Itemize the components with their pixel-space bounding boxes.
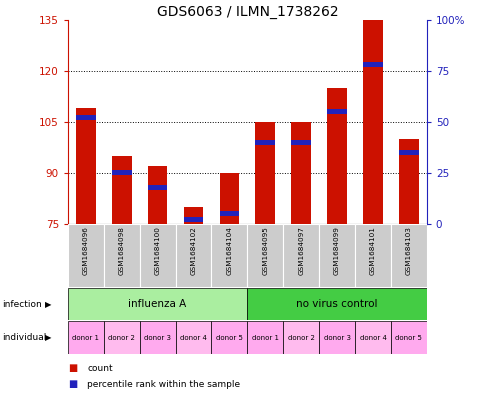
Text: GSM1684096: GSM1684096 xyxy=(83,226,89,275)
Text: ▶: ▶ xyxy=(45,333,51,342)
Bar xyxy=(211,224,247,287)
Text: no virus control: no virus control xyxy=(296,299,377,309)
Bar xyxy=(255,122,274,224)
Text: donor 3: donor 3 xyxy=(323,334,350,341)
Bar xyxy=(398,150,418,155)
Bar xyxy=(139,321,175,354)
Bar xyxy=(104,224,139,287)
Text: donor 2: donor 2 xyxy=(108,334,135,341)
Bar xyxy=(175,321,211,354)
Text: percentile rank within the sample: percentile rank within the sample xyxy=(87,380,240,389)
Text: GSM1684095: GSM1684095 xyxy=(262,226,268,275)
Text: ■: ■ xyxy=(68,379,77,389)
Bar xyxy=(148,185,167,190)
Text: donor 1: donor 1 xyxy=(251,334,278,341)
Bar xyxy=(283,321,318,354)
Bar xyxy=(112,156,131,224)
Bar xyxy=(283,224,318,287)
Bar xyxy=(68,224,104,287)
Bar xyxy=(398,139,418,224)
Bar xyxy=(183,207,203,224)
Bar xyxy=(112,170,131,175)
Bar xyxy=(219,173,239,224)
Text: influenza A: influenza A xyxy=(128,299,186,309)
Bar xyxy=(318,224,354,287)
Text: GSM1684098: GSM1684098 xyxy=(119,226,124,275)
Bar xyxy=(247,288,426,320)
Bar xyxy=(139,224,175,287)
Bar xyxy=(354,224,390,287)
Text: infection: infection xyxy=(2,300,42,309)
Bar xyxy=(148,166,167,224)
Bar xyxy=(363,62,382,67)
Bar xyxy=(247,321,283,354)
Bar xyxy=(291,122,310,224)
Title: GDS6063 / ILMN_1738262: GDS6063 / ILMN_1738262 xyxy=(156,5,337,18)
Bar xyxy=(104,321,139,354)
Bar xyxy=(183,217,203,222)
Bar xyxy=(363,20,382,224)
Text: GSM1684097: GSM1684097 xyxy=(298,226,303,275)
Text: ■: ■ xyxy=(68,363,77,373)
Bar xyxy=(390,321,426,354)
Bar xyxy=(76,108,95,224)
Text: ▶: ▶ xyxy=(45,300,51,309)
Text: GSM1684100: GSM1684100 xyxy=(154,226,160,275)
Text: donor 5: donor 5 xyxy=(394,334,422,341)
Bar xyxy=(327,109,346,114)
Text: GSM1684103: GSM1684103 xyxy=(405,226,411,275)
Bar xyxy=(219,211,239,216)
Bar xyxy=(68,288,247,320)
Text: individual: individual xyxy=(2,333,46,342)
Bar xyxy=(390,224,426,287)
Bar xyxy=(327,88,346,224)
Bar xyxy=(211,321,247,354)
Text: donor 5: donor 5 xyxy=(215,334,242,341)
Text: donor 3: donor 3 xyxy=(144,334,171,341)
Text: donor 2: donor 2 xyxy=(287,334,314,341)
Bar xyxy=(255,140,274,145)
Bar xyxy=(318,321,354,354)
Text: count: count xyxy=(87,364,113,373)
Text: GSM1684101: GSM1684101 xyxy=(369,226,375,275)
Text: donor 4: donor 4 xyxy=(180,334,207,341)
Bar xyxy=(247,224,283,287)
Text: GSM1684099: GSM1684099 xyxy=(333,226,339,275)
Bar xyxy=(354,321,390,354)
Text: GSM1684102: GSM1684102 xyxy=(190,226,196,275)
Bar xyxy=(291,140,310,145)
Text: GSM1684104: GSM1684104 xyxy=(226,226,232,275)
Bar xyxy=(68,321,104,354)
Bar xyxy=(175,224,211,287)
Text: donor 1: donor 1 xyxy=(72,334,99,341)
Bar xyxy=(76,115,95,120)
Text: donor 4: donor 4 xyxy=(359,334,386,341)
